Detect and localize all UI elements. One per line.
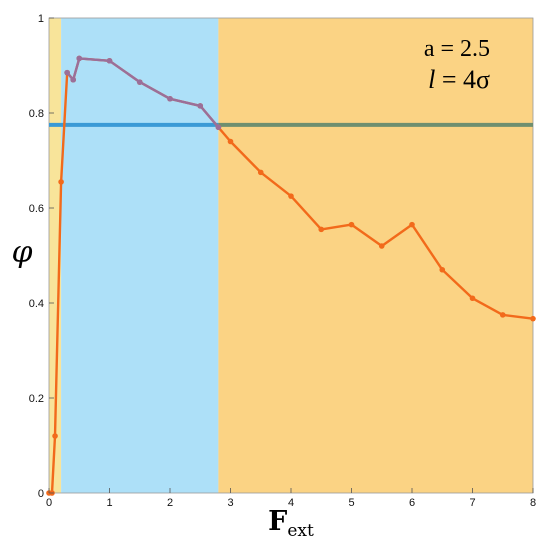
series-0-point-19 — [439, 266, 446, 273]
y-tick-label-5: 1 — [38, 13, 44, 25]
annotation-l: l = 4σ — [428, 65, 490, 94]
x-axis-label-sub: ext — [287, 521, 314, 541]
series-0-point-20 — [469, 295, 476, 302]
series-0-point-3 — [58, 179, 64, 185]
x-axis-label-main: F — [268, 506, 287, 537]
series-1-point-1 — [70, 76, 76, 83]
y-tick-label-2: 0.4 — [29, 298, 44, 310]
series-1-point-5 — [167, 95, 173, 102]
y-tick-label-3: 0.6 — [29, 203, 44, 215]
x-tick-label-5: 5 — [348, 497, 354, 509]
series-1-point-2 — [76, 55, 83, 62]
series-0-point-16 — [348, 221, 355, 228]
x-ticks: 0 1 2 3 4 5 6 7 8 — [46, 488, 536, 509]
y-tick-label-1: 0.2 — [29, 393, 44, 405]
annotation-l-rest: = 4σ — [435, 65, 490, 94]
series-0-point-14 — [288, 193, 294, 199]
series-1-point-6 — [197, 103, 204, 109]
annotation-l-var: l — [428, 65, 435, 94]
background-bands — [49, 18, 533, 493]
series-0-point-21 — [499, 312, 506, 318]
band-1 — [61, 18, 219, 493]
series-1-point-7 — [215, 124, 222, 131]
y-tick-label-4: 0.8 — [29, 108, 44, 120]
y-tick-label-0: 0 — [38, 488, 44, 500]
x-tick-label-0: 0 — [46, 497, 52, 509]
x-tick-label-6: 6 — [409, 497, 415, 509]
series-0-point-22 — [530, 315, 536, 322]
x-tick-label-4: 4 — [288, 497, 294, 509]
y-ticks: 0 0.2 0.4 0.6 0.8 1 — [29, 13, 54, 500]
band-0 — [49, 18, 62, 493]
series-1-line — [66, 57, 220, 129]
x-tick-label-7: 7 — [469, 497, 475, 509]
band-2 — [218, 18, 533, 493]
series-0-point-18 — [409, 221, 415, 228]
y-axis-label: φ — [11, 235, 32, 270]
series-1-point-4 — [136, 79, 143, 85]
annotation-a: a = 2.5 — [424, 36, 490, 62]
series-0-point-15 — [318, 226, 325, 233]
x-tick-label-2: 2 — [167, 497, 173, 509]
series-0-point-2 — [52, 433, 58, 439]
x-axis-label: Fext — [268, 506, 314, 541]
series-0-point-17 — [378, 243, 385, 249]
data-series — [46, 55, 536, 496]
x-tick-label-3: 3 — [227, 497, 233, 509]
x-tick-label-8: 8 — [530, 497, 536, 509]
series-1-point-3 — [106, 57, 113, 64]
x-tick-label-1: 1 — [106, 497, 112, 509]
series-1-point-0 — [64, 69, 70, 76]
series-0-point-13 — [257, 169, 264, 176]
series-0-point-12 — [227, 138, 234, 145]
